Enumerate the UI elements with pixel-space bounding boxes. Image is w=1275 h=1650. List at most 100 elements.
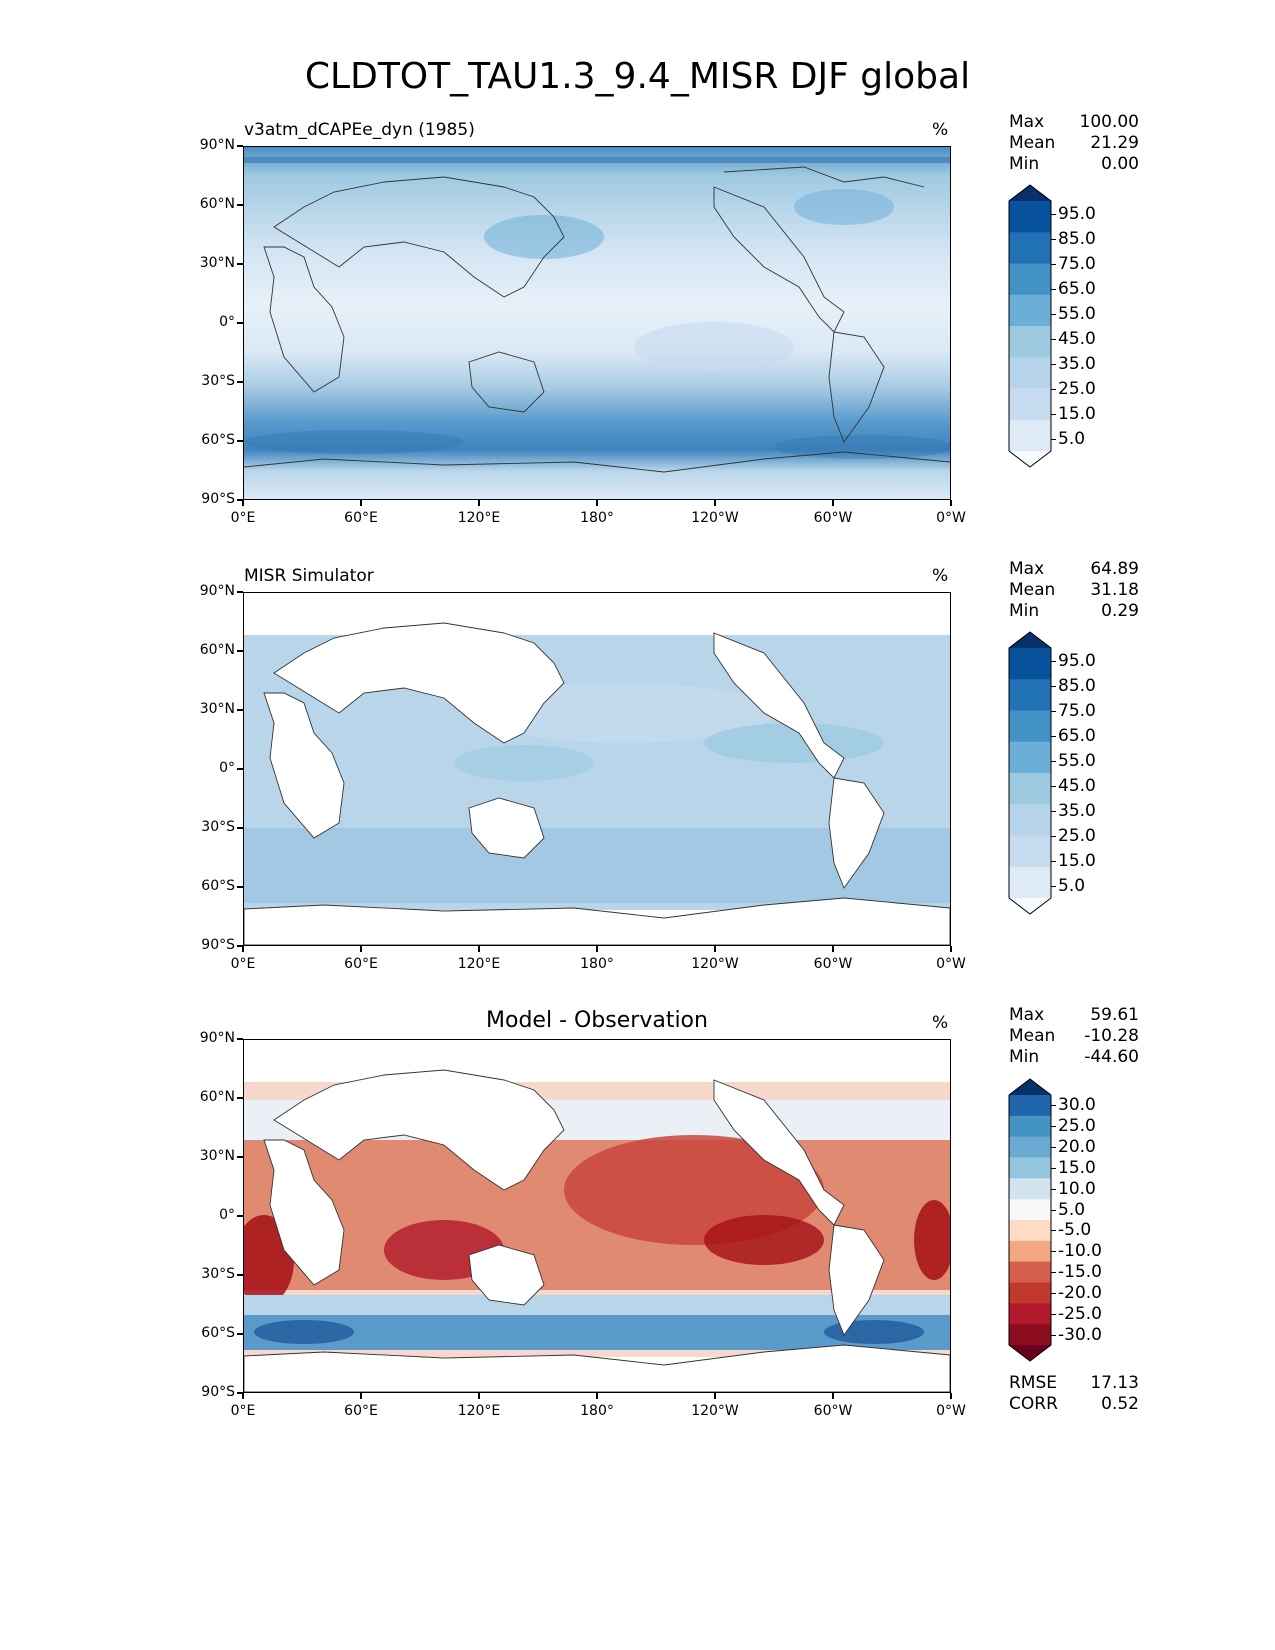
colorbar-segment [1009,388,1051,421]
colorbar-tick-mark [1051,1126,1056,1128]
y-tick-mark [237,709,243,711]
colorbar-tick-label: 10.0 [1058,1178,1096,1199]
y-tick-mark [237,827,243,829]
y-tick-label: 0° [219,760,235,776]
colorbar-outline [1008,184,1052,468]
x-tick-mark [596,500,598,506]
colorbar-segment [1009,1178,1051,1200]
y-tick-mark [237,145,243,147]
x-tick-mark [832,1393,834,1399]
stat-value: -10.28 [1084,1026,1139,1046]
y-tick-label: 60°N [199,642,235,658]
colorbar-segment [1009,263,1051,296]
colorbar-segment [1009,1157,1051,1179]
map-model [243,146,951,500]
stat-max: Max 100.00 [1009,112,1139,133]
colorbar-tick-label: 95.0 [1058,650,1096,671]
x-tick-label: 60°E [344,1403,378,1419]
y-tick-label: 90°N [199,1030,235,1046]
panel-label: v3atm_dCAPEe_dyn (1985) [244,120,475,140]
colorbar-tick-mark [1051,313,1056,315]
stat-value: 59.61 [1090,1005,1139,1025]
colorbar-tick-mark [1051,1147,1056,1149]
colorbar-segment [1009,1199,1051,1221]
colorbar-tick-label: 75.0 [1058,700,1096,721]
y-tick-mark [237,440,243,442]
x-tick-label: 120°E [457,956,501,972]
figure-title: CLDTOT_TAU1.3_9.4_MISR DJF global [304,56,971,97]
y-tick-label: 90°N [199,137,235,153]
colorbar-outline [1008,1078,1052,1362]
colorbar-extend-bottom [1009,451,1051,467]
y-tick-label: 60°S [201,878,235,894]
colorbar-tick-mark [1051,760,1056,762]
y-tick-label: 60°N [199,196,235,212]
colorbar-tick-mark [1051,1230,1056,1232]
colorbar-tick-label: 30.0 [1058,1095,1096,1116]
x-tick-mark [832,946,834,952]
colorbar-tick-label: 25.0 [1058,1116,1096,1137]
colorbar-tick-mark [1051,338,1056,340]
x-tick-mark [832,500,834,506]
x-tick-mark [714,946,716,952]
metrics-difference: RMSE 17.13 CORR 0.52 [1009,1373,1139,1415]
x-tick-label: 0°W [936,510,966,526]
colorbar-segment [1009,201,1051,233]
colorbar-tick-label: 15.0 [1058,850,1096,871]
colorbar-segment [1009,804,1051,836]
y-tick-label: 30°S [201,819,235,835]
stat-label: Min [1009,601,1040,621]
colorbar-tick-label: 45.0 [1058,775,1096,796]
colorbar-tick-label: 85.0 [1058,675,1096,696]
colorbar-segment [1009,326,1051,358]
y-tick-mark [237,499,243,501]
stat-min: Min 0.29 [1009,601,1139,622]
stats-difference: Max 59.61 Mean -10.28 Min -44.60 [1009,1005,1139,1068]
x-tick-label: 60°W [813,956,853,972]
y-tick-mark [237,886,243,888]
map-observation-canvas [244,593,950,945]
stat-label: Mean [1009,580,1056,600]
colorbar-segment [1009,773,1051,805]
x-tick-mark [360,500,362,506]
map-difference-canvas [244,1040,950,1392]
x-tick-mark [950,946,952,952]
x-tick-mark [478,1393,480,1399]
colorbar-extend-top [1009,1079,1051,1095]
x-tick-label: 120°W [691,1403,739,1419]
x-tick-label: 120°E [457,1403,501,1419]
panel-center-title: Model - Observation [486,1008,708,1033]
y-tick-mark [237,945,243,947]
y-tick-mark [237,768,243,770]
colorbar-tick-label: 15.0 [1058,1157,1096,1178]
colorbar-segment [1009,1282,1051,1304]
colorbar-segment [1009,1115,1051,1138]
colorbar-extend-bottom [1009,898,1051,914]
colorbar [1008,184,1052,468]
x-tick-label: 120°E [457,510,501,526]
colorbar-segment [1009,1303,1051,1325]
colorbar-tick-mark [1051,685,1056,687]
x-tick-label: 0°W [936,1403,966,1419]
colorbar-tick-mark [1051,1251,1056,1253]
stat-min: Min 0.00 [1009,154,1139,175]
metric-value: 0.52 [1101,1394,1139,1414]
colorbar-tick-label: 5.0 [1058,428,1086,449]
y-tick-mark [237,204,243,206]
y-tick-label: 60°S [201,1325,235,1341]
x-tick-mark [950,500,952,506]
colorbar-tick-mark [1051,388,1056,390]
colorbar-extend-bottom [1009,1345,1051,1361]
stat-value: 21.29 [1090,133,1139,153]
y-tick-mark [237,1392,243,1394]
stat-mean: Mean -10.28 [1009,1026,1139,1047]
colorbar [1008,631,1052,915]
x-tick-label: 0°E [230,1403,256,1419]
stat-mean: Mean 31.18 [1009,580,1139,601]
stat-mean: Mean 21.29 [1009,133,1139,154]
colorbar-tick-mark [1051,710,1056,712]
map-observation [243,592,951,946]
x-tick-label: 0°W [936,956,966,972]
colorbar-extend-top [1009,185,1051,201]
y-tick-label: 90°S [201,491,235,507]
